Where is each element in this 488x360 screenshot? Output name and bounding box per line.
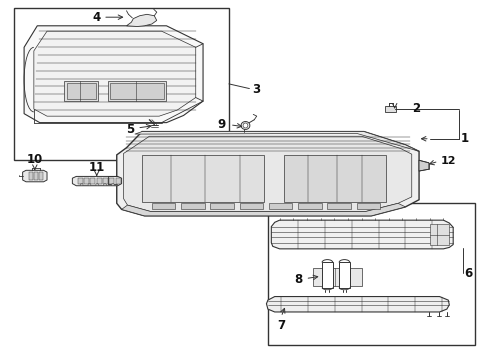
Text: 6: 6: [463, 267, 471, 280]
Bar: [110, 83, 163, 99]
Bar: [64, 81, 98, 101]
Bar: [29, 172, 33, 180]
Bar: [84, 178, 89, 184]
Bar: [181, 203, 204, 210]
Circle shape: [103, 184, 106, 186]
Bar: [268, 203, 292, 210]
Text: 2: 2: [411, 103, 419, 116]
Text: 7: 7: [277, 319, 285, 332]
Bar: [142, 155, 264, 202]
Bar: [90, 178, 95, 184]
Circle shape: [111, 184, 114, 186]
Polygon shape: [122, 203, 405, 216]
Polygon shape: [266, 297, 448, 312]
Text: 8: 8: [293, 273, 302, 286]
Bar: [116, 178, 121, 184]
Bar: [429, 224, 448, 245]
Bar: [39, 172, 42, 180]
Polygon shape: [24, 26, 203, 123]
Bar: [109, 178, 114, 184]
Text: 9: 9: [217, 118, 225, 131]
Bar: [108, 81, 166, 101]
Text: 4: 4: [92, 11, 101, 24]
Polygon shape: [34, 31, 195, 116]
Circle shape: [80, 184, 83, 186]
Bar: [34, 172, 38, 180]
Bar: [239, 203, 263, 210]
Polygon shape: [123, 136, 411, 212]
Bar: [97, 178, 102, 184]
Bar: [384, 107, 395, 112]
Polygon shape: [126, 14, 157, 27]
Circle shape: [96, 184, 99, 186]
Polygon shape: [72, 176, 122, 186]
Circle shape: [88, 184, 91, 186]
Polygon shape: [22, 170, 47, 182]
Bar: [327, 203, 350, 210]
Bar: [210, 203, 233, 210]
Bar: [14, 8, 228, 160]
Text: 1: 1: [460, 132, 468, 145]
Text: 11: 11: [88, 161, 104, 174]
Polygon shape: [135, 132, 418, 151]
Bar: [338, 262, 349, 288]
Bar: [356, 203, 379, 210]
Bar: [322, 262, 332, 288]
Bar: [78, 178, 82, 184]
Bar: [152, 203, 175, 210]
Bar: [267, 203, 474, 345]
Text: 10: 10: [27, 153, 43, 166]
Polygon shape: [271, 220, 452, 249]
Bar: [312, 268, 361, 286]
Text: 5: 5: [126, 122, 134, 136]
Bar: [283, 155, 385, 202]
Polygon shape: [418, 160, 428, 171]
Polygon shape: [117, 132, 418, 216]
Bar: [103, 178, 108, 184]
Bar: [66, 83, 96, 99]
Text: 12: 12: [440, 156, 455, 166]
Bar: [298, 203, 321, 210]
Text: 3: 3: [251, 83, 260, 96]
